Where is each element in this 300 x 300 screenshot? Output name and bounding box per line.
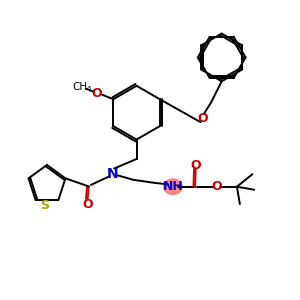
Text: O: O (82, 198, 93, 211)
Text: O: O (92, 87, 102, 100)
Text: O: O (190, 159, 201, 172)
Text: NH: NH (163, 180, 184, 193)
Text: S: S (40, 199, 49, 212)
Ellipse shape (164, 179, 182, 194)
Text: O: O (197, 112, 208, 125)
Text: O: O (211, 180, 222, 193)
Text: CH₃: CH₃ (72, 82, 92, 92)
Text: N: N (107, 167, 118, 181)
